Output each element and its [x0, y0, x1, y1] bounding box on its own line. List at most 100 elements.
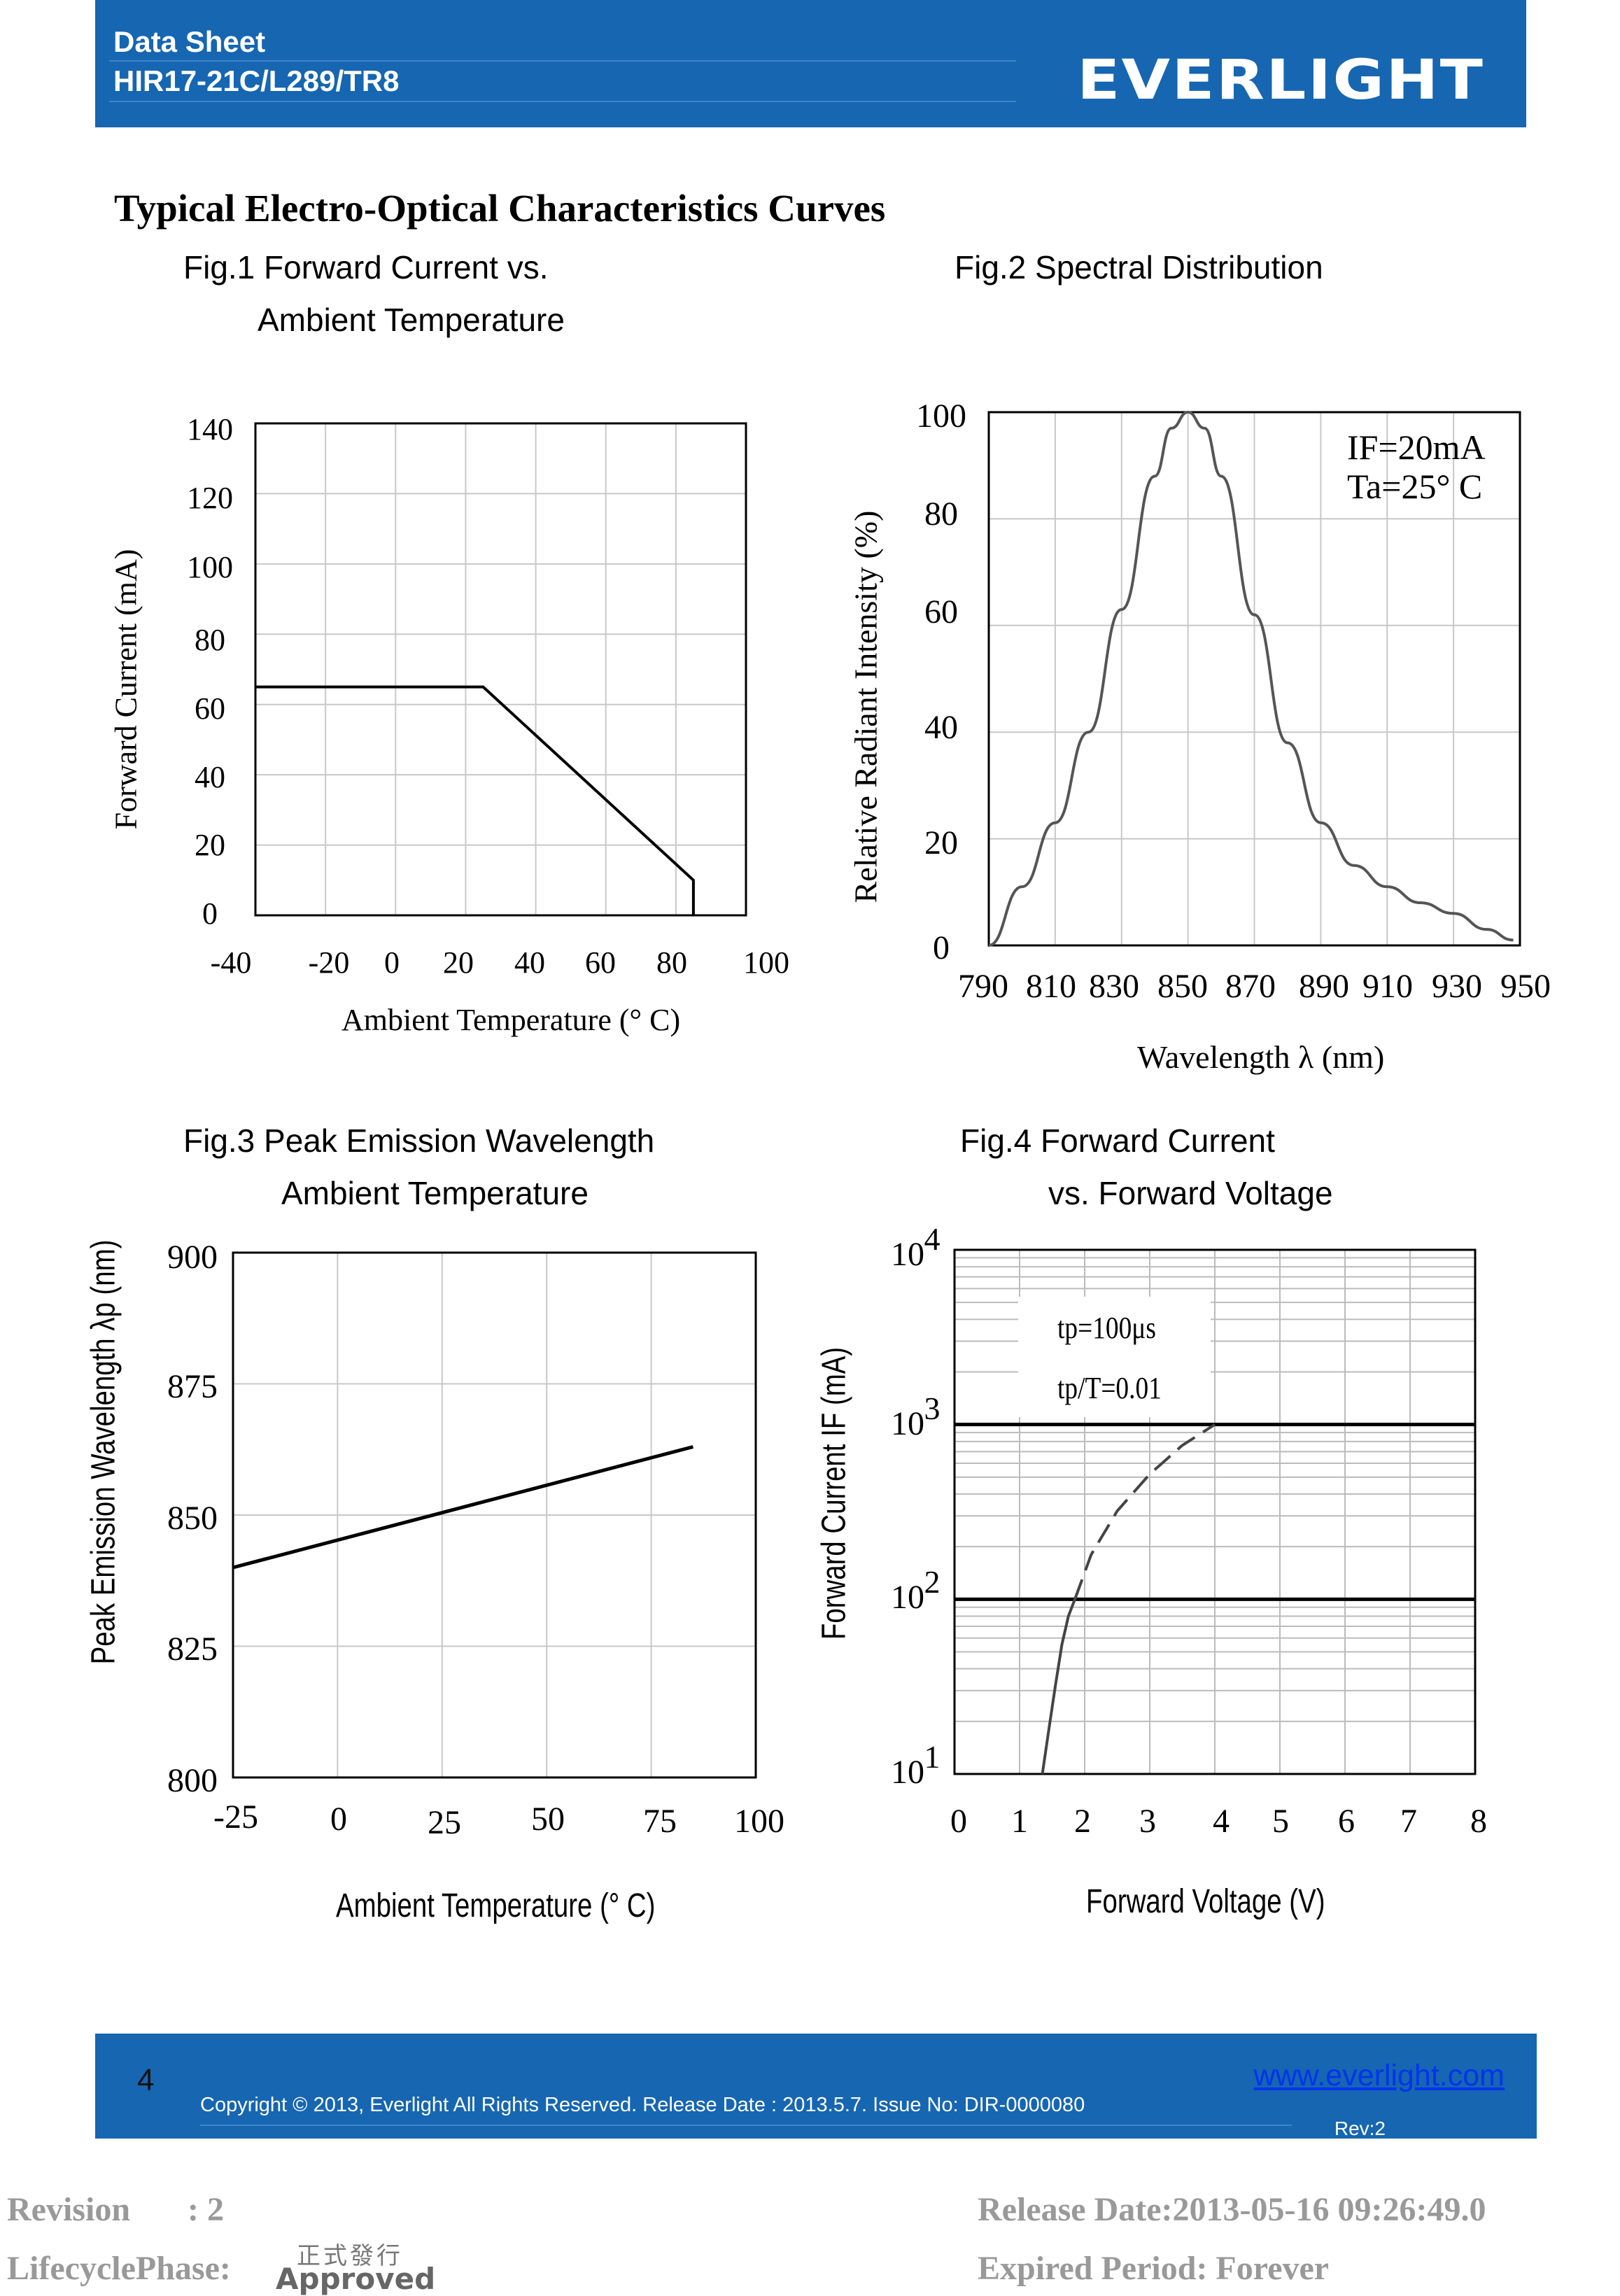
- fig3-x-tick: 100: [734, 1803, 784, 1840]
- page-title: Typical Electro-Optical Characteristics …: [114, 187, 886, 230]
- fig3-ylabel: Peak Emission Wavelength λp (nm): [85, 1239, 122, 1665]
- fig4-x-tick: 3: [1139, 1803, 1156, 1840]
- fig2-x-tick: 830: [1089, 968, 1139, 1005]
- fig1-series-line: [255, 685, 695, 915]
- header-divider: [109, 60, 1016, 62]
- fig1-y-tick: 140: [187, 412, 233, 446]
- fig4-x-tick: 4: [1213, 1803, 1230, 1840]
- fig2-x-tick: 870: [1225, 968, 1276, 1005]
- everlight-logo: EVERLIGHT: [1076, 49, 1484, 112]
- fig1-x-tick: -40: [211, 945, 252, 980]
- fig1-y-tick: 20: [195, 828, 225, 862]
- fig4-xlabel: Forward Voltage (V): [1086, 1883, 1325, 1920]
- fig2-annotation-current: IF=20mA: [1347, 428, 1486, 467]
- fig1-y-tick: 40: [195, 760, 225, 794]
- fig2-x-tick: 790: [958, 968, 1008, 1005]
- fig4-title-line2: vs. Forward Voltage: [1048, 1175, 1333, 1211]
- fig3-y-tick: 800: [167, 1762, 218, 1799]
- fig2-y-tick: 40: [924, 709, 958, 746]
- fig2-x-tick: 810: [1026, 968, 1076, 1005]
- approved-stamp-cn: 正式發行: [297, 2242, 403, 2270]
- fig2-plot-frame: [987, 411, 1521, 947]
- fig2-title: Fig.2 Spectral Distribution: [955, 249, 1323, 286]
- fig4-plot-frame: [953, 1248, 1477, 1775]
- fig1-x-tick: 60: [585, 945, 616, 980]
- fig4-y-tick-exponent: 1: [924, 1739, 941, 1775]
- fig4-y-tick-exponent: 3: [924, 1390, 941, 1426]
- page-number: 4: [137, 2063, 155, 2097]
- fig1-x-tick: 80: [656, 945, 687, 980]
- fig4-x-tick: 8: [1470, 1803, 1487, 1840]
- fig4-y-tick: 10: [891, 1405, 924, 1442]
- fig3-x-tick: 50: [531, 1801, 565, 1838]
- fig4-series-dashed: [1073, 1423, 1216, 1600]
- fig1-title-line2: Ambient Temperature: [258, 302, 565, 338]
- fig1-plot-frame: [254, 422, 747, 917]
- expired-period: Expired Period: Forever: [978, 2250, 1330, 2287]
- fig3-x-tick: -25: [213, 1798, 258, 1836]
- lifecycle-label: LifecyclePhase:: [7, 2250, 231, 2287]
- fig1-xlabel: Ambient Temperature (° C): [341, 1003, 681, 1037]
- fig3-y-tick: 875: [167, 1368, 218, 1405]
- fig4-annotation-box: [1018, 1297, 1211, 1417]
- revision-label: Revision: [7, 2191, 131, 2228]
- fig1-x-tick: -20: [309, 945, 350, 980]
- fig4-y-tick: 10: [891, 1754, 924, 1791]
- revision-value: : 2: [188, 2191, 224, 2228]
- fig1-y-tick: 100: [187, 550, 233, 584]
- fig2-y-tick: 80: [924, 495, 958, 533]
- copyright-text: Copyright © 2013, Everlight All Rights R…: [200, 2094, 1085, 2116]
- fig2-x-tick: 850: [1157, 968, 1208, 1005]
- fig3-y-tick: 900: [167, 1239, 218, 1276]
- fig4-x-tick: 2: [1074, 1803, 1091, 1840]
- fig3-x-tick: 75: [643, 1803, 677, 1840]
- fig4-x-tick: 0: [950, 1803, 967, 1840]
- fig2-y-tick: 60: [924, 593, 958, 631]
- fig3-x-tick: 0: [330, 1801, 347, 1838]
- approved-stamp-en: Approved: [276, 2262, 436, 2296]
- fig2-ylabel: Relative Radiant Intensity (%): [847, 510, 884, 903]
- fig2-xlabel: Wavelength λ (nm): [1137, 1039, 1385, 1075]
- release-date: Release Date:2013-05-16 09:26:49.0: [978, 2191, 1486, 2228]
- fig3-plot-frame: [232, 1251, 757, 1779]
- fig2-x-tick: 930: [1432, 968, 1482, 1005]
- fig2-annotation-temp: Ta=25° C: [1347, 467, 1483, 506]
- fig3-x-tick: 25: [428, 1804, 461, 1841]
- fig1-y-tick: 60: [195, 691, 225, 726]
- footer-banner: 4 Copyright © 2013, Everlight All Rights…: [95, 2034, 1537, 2139]
- fig4-y-tick-exponent: 4: [924, 1221, 941, 1257]
- revision-badge: Rev:2: [1334, 2118, 1386, 2139]
- fig4-x-tick: 5: [1272, 1803, 1289, 1840]
- header-banner: Data Sheet HIR17-21C/L289/TR8 EVERLIGHT: [95, 0, 1526, 127]
- fig1-x-tick: 100: [743, 945, 789, 980]
- fig3-y-tick: 825: [167, 1631, 218, 1668]
- fig4-series-solid: [1041, 1598, 1076, 1775]
- fig1-x-tick: 40: [514, 945, 545, 980]
- fig3-title-line2: Ambient Temperature: [281, 1175, 589, 1211]
- fig2-x-tick: 910: [1362, 968, 1413, 1005]
- fig1-x-tick: 0: [384, 945, 400, 980]
- fig4-annotation-tp: tp=100μs: [1057, 1311, 1156, 1345]
- fig4-ylabel: Forward Current IF (mA): [815, 1346, 853, 1640]
- fig1-y-tick: 0: [202, 896, 218, 931]
- fig2-y-tick: 0: [933, 929, 950, 966]
- fig2-series-curve: [988, 410, 1514, 947]
- fig1-x-tick: 20: [443, 945, 474, 980]
- fig4-title-line1: Fig.4 Forward Current: [960, 1122, 1275, 1159]
- fig3-title-line1: Fig.3 Peak Emission Wavelength: [183, 1122, 655, 1159]
- fig1-y-tick: 80: [195, 623, 225, 657]
- fig1-title-line1: Fig.1 Forward Current vs.: [183, 249, 549, 286]
- fig3-xlabel: Ambient Temperature (° C): [336, 1887, 656, 1924]
- website-link[interactable]: www.everlight.com: [1253, 2059, 1505, 2092]
- header-divider: [109, 101, 1016, 102]
- header-part-number: HIR17-21C/L289/TR8: [113, 64, 400, 97]
- fig4-y-tick: 10: [891, 1236, 924, 1273]
- fig4-x-tick: 6: [1338, 1803, 1355, 1840]
- fig2-y-tick: 100: [916, 397, 966, 435]
- fig2-y-tick: 20: [924, 824, 958, 861]
- footer-divider: [200, 2125, 1292, 2126]
- fig3-y-tick: 850: [167, 1500, 218, 1537]
- fig4-y-tick: 10: [891, 1579, 924, 1616]
- fig4-x-tick: 1: [1011, 1803, 1028, 1840]
